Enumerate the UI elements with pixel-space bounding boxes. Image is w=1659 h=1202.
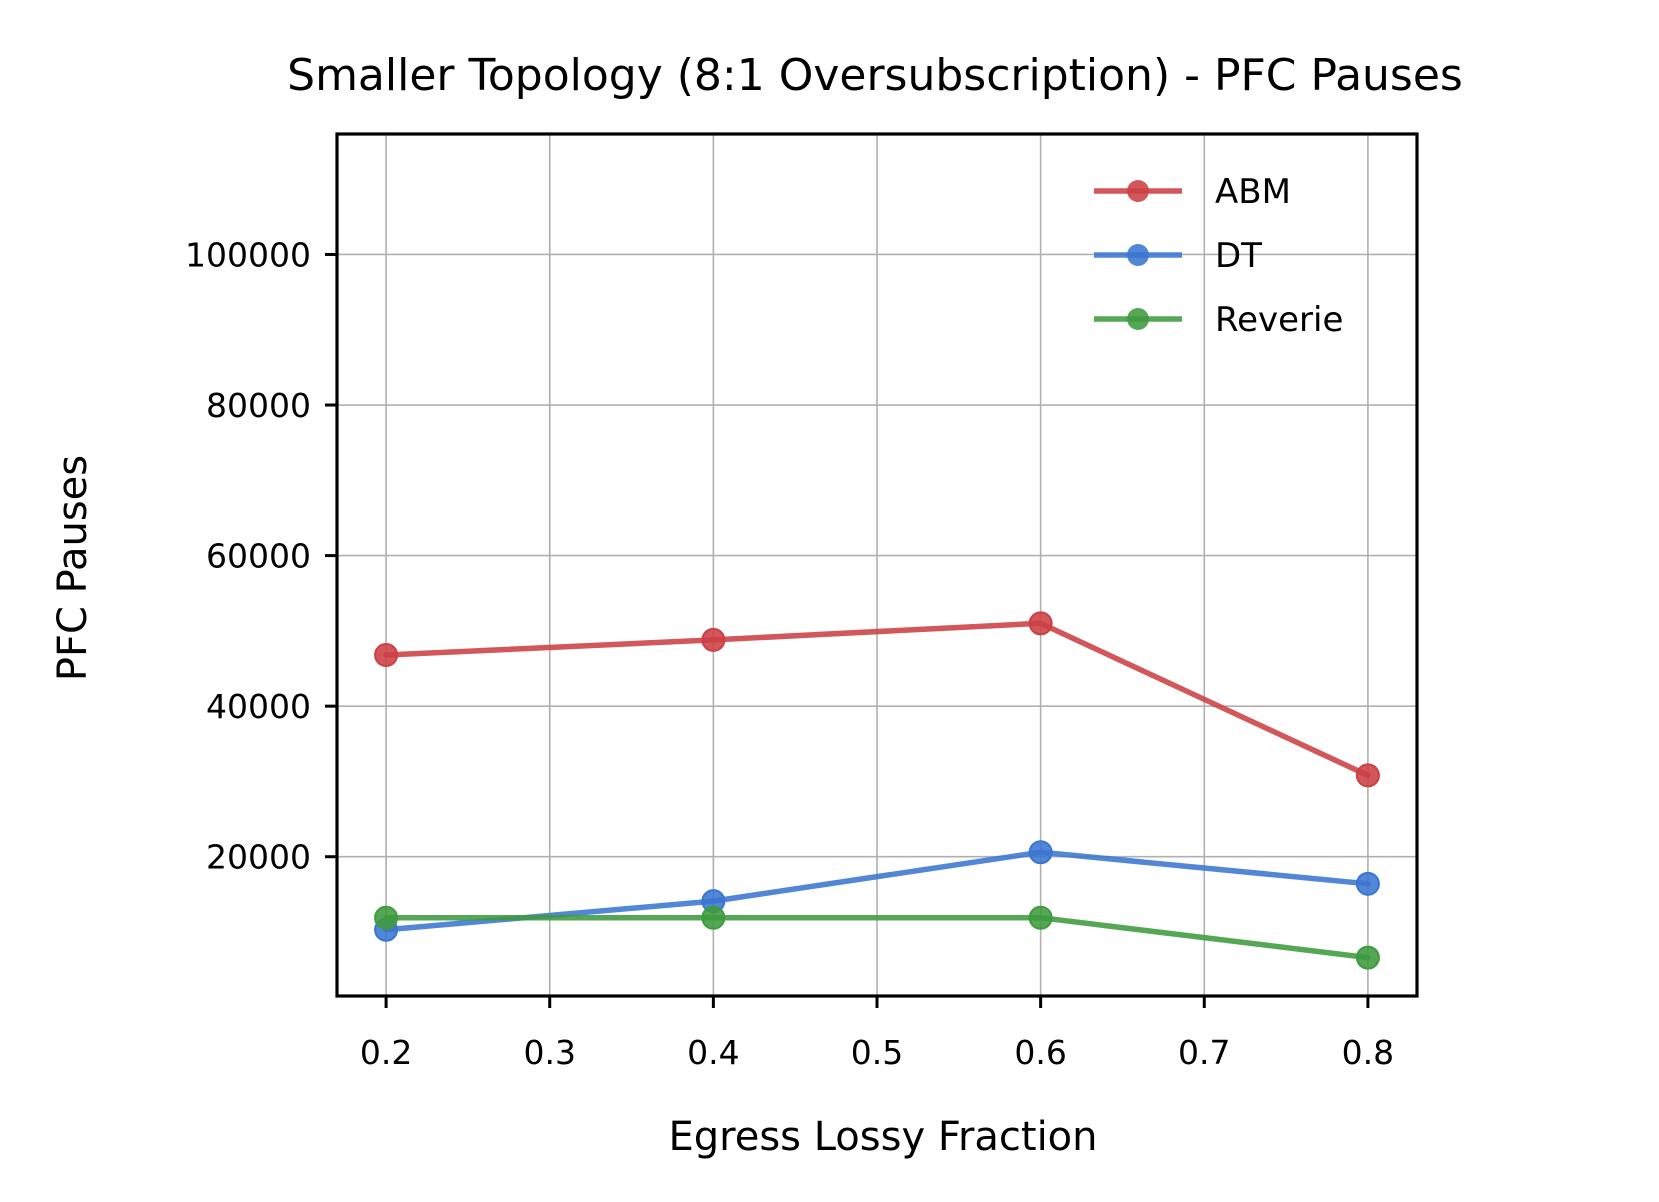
- data-point-dt: [1355, 871, 1380, 896]
- series-abm: [374, 611, 1380, 788]
- data-point-reverie: [374, 905, 399, 930]
- data-point-reverie: [1028, 905, 1053, 930]
- legend-marker-abm: [1127, 180, 1149, 202]
- data-point-reverie: [701, 905, 726, 930]
- series-line-abm: [383, 620, 1371, 779]
- x-tick-label: 0.8: [1342, 1033, 1394, 1072]
- y-tick-label: 80000: [206, 386, 311, 425]
- legend-label-reverie: Reverie: [1215, 300, 1343, 340]
- legend-label-dt: DT: [1215, 236, 1262, 276]
- data-point-dt: [1028, 840, 1053, 865]
- data-point-abm: [1028, 611, 1053, 636]
- data-point-abm: [1355, 763, 1380, 788]
- series-reverie: [374, 905, 1380, 970]
- legend-entry-abm: ABM: [1094, 172, 1291, 212]
- x-tick-label: 0.3: [523, 1033, 575, 1072]
- legend-entry-dt: DT: [1094, 236, 1262, 276]
- x-axis: 0.2 0.3 0.4 0.5 0.6 0.7 0.8: [360, 996, 1394, 1072]
- legend-marker-reverie: [1127, 308, 1149, 330]
- chart-title: Smaller Topology (8:1 Oversubscription) …: [287, 50, 1463, 101]
- data-point-reverie: [1355, 945, 1380, 970]
- y-tick-label: 40000: [206, 687, 311, 726]
- series-layer: [374, 611, 1380, 970]
- y-tick-label: 60000: [206, 537, 311, 576]
- legend-entry-reverie: Reverie: [1094, 300, 1343, 340]
- grid-lines: [337, 134, 1417, 996]
- x-tick-label: 0.5: [851, 1033, 903, 1072]
- x-tick-label: 0.2: [360, 1033, 412, 1072]
- legend: ABM DT Reverie: [1094, 172, 1343, 340]
- x-tick-label: 0.4: [687, 1033, 739, 1072]
- y-axis-label: PFC Pauses: [50, 455, 96, 681]
- x-axis-label: Egress Lossy Fraction: [668, 1114, 1097, 1160]
- y-tick-label: 100000: [185, 235, 311, 274]
- y-tick-label: 20000: [206, 838, 311, 877]
- x-tick-label: 0.6: [1014, 1033, 1066, 1072]
- data-point-abm: [374, 642, 399, 667]
- data-point-abm: [701, 627, 726, 652]
- legend-marker-dt: [1127, 244, 1149, 266]
- y-axis: 20000 40000 60000 80000 100000: [185, 235, 337, 877]
- legend-label-abm: ABM: [1215, 172, 1291, 212]
- x-tick-label: 0.7: [1178, 1033, 1230, 1072]
- series-line-reverie: [383, 914, 1371, 961]
